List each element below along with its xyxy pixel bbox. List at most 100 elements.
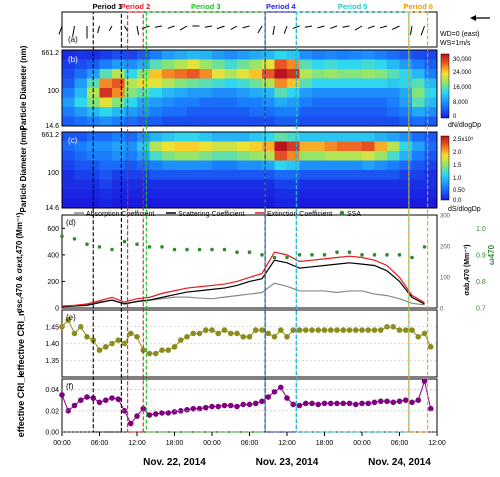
heatmap-cell (212, 132, 225, 142)
heatmap-cell (87, 141, 100, 152)
heatmap-cell (349, 78, 363, 89)
heatmap-cell (149, 69, 163, 79)
heatmap-cell (124, 160, 138, 171)
heatmap-cell (249, 97, 263, 108)
cri-k-point (277, 384, 284, 391)
heatmap-cell (274, 116, 288, 127)
cri-n-point (371, 327, 378, 333)
heatmap-cell (362, 50, 375, 60)
cri-n-point (252, 327, 259, 333)
panel-d-ylabel-right2: ω470 (487, 244, 496, 265)
colorbar-b-tick-2: 24,000 (453, 70, 472, 76)
ssa-point (160, 245, 164, 249)
x-tick-label: 12:00 (278, 440, 296, 447)
heatmap-cell (137, 69, 150, 79)
heatmap-cell (162, 189, 175, 199)
heatmap-cell (162, 97, 175, 108)
heatmap-cell (324, 179, 338, 190)
heatmap-cell (187, 151, 200, 161)
wind-vector (230, 25, 238, 31)
cri-k-point (159, 410, 165, 416)
cri-k-point (127, 420, 134, 427)
heatmap-cell (124, 170, 138, 180)
legend-sca-label: Scattering Coefficient (178, 211, 244, 218)
panel-b-ytick-3: 14.6 (45, 123, 59, 130)
heatmap-cell (137, 189, 150, 199)
heatmap-cell (62, 151, 75, 161)
heatmap-cell (349, 179, 363, 190)
heatmap-cell (337, 151, 350, 161)
legend-ext-label: Extinction Coefficient (267, 211, 332, 218)
heatmap-cell (287, 151, 300, 161)
heatmap-cell (224, 116, 238, 127)
series-line-scattering-coefficient (61, 259, 425, 308)
d-right2-tick-label: 0.8 (476, 279, 486, 286)
heatmap-cell (374, 132, 388, 142)
cri-k-point (234, 403, 240, 410)
heatmap-cell (187, 88, 200, 98)
x-tick-label: 06:00 (391, 440, 409, 447)
period-box (295, 11, 410, 433)
colorbar-c-tick-6: 0.0 (453, 198, 462, 204)
cri-k-point (396, 398, 403, 405)
cri-n-point (159, 347, 165, 354)
heatmap-cell (274, 88, 288, 98)
panel-e-label: (e) (66, 313, 76, 322)
heatmap-cell (124, 151, 138, 161)
heatmap-cell (349, 132, 363, 142)
ssa-point (185, 247, 189, 252)
heatmap-cell (249, 59, 263, 70)
heatmap-cell (262, 179, 275, 190)
heatmap-cell (262, 170, 275, 180)
heatmap-cell (262, 107, 275, 117)
cri-n-point (77, 323, 84, 330)
heatmap-cell (362, 116, 375, 127)
ssa-point (410, 255, 414, 260)
heatmap-cell (199, 78, 213, 89)
heatmap-cell (124, 69, 138, 79)
panel-c-label: (c) (68, 136, 78, 145)
heatmap-cell (174, 69, 188, 79)
heatmap-cell (224, 151, 238, 161)
heatmap-cell (262, 78, 275, 89)
heatmap-cell (137, 170, 150, 180)
heatmap-cell (99, 59, 113, 70)
heatmap-cell (399, 88, 413, 98)
heatmap-cell (262, 160, 275, 171)
legend-abs-label: Absorption Coefficient (86, 211, 154, 218)
heatmap-cell (249, 132, 263, 142)
legend-ssa-swatch (339, 210, 345, 216)
heatmap-cell (262, 116, 275, 127)
cri-n-point (352, 327, 359, 333)
heatmap-cell (199, 116, 213, 127)
panel-e-cri-n: 1.35 1.40 1.45 (e) effective CRI_n (16, 309, 438, 378)
heatmap-cell (187, 160, 200, 171)
heatmap-cell (124, 189, 138, 199)
wind-vector (179, 25, 188, 31)
heatmap-cell (212, 179, 225, 190)
heatmap-cell (74, 160, 88, 171)
heatmap-cell (187, 189, 200, 199)
cri-k-point (202, 404, 209, 411)
heatmap-cell (212, 69, 225, 79)
heatmap-cell (324, 170, 338, 180)
panel-e-series (59, 317, 434, 357)
cri-n-point (246, 334, 253, 340)
heatmap-cell (237, 160, 250, 171)
heatmap-cell (187, 59, 200, 70)
heatmap-cell (199, 198, 213, 209)
cri-k-point (121, 408, 128, 414)
heatmap-cell (374, 97, 388, 108)
heatmap-cell (337, 69, 350, 79)
heatmap-cell (124, 141, 138, 152)
heatmap-cell (112, 151, 125, 161)
panel-c-heatmap: (c) 661.2 100 14.6 Particle Diameter (nm… (19, 127, 481, 213)
heatmap-cell (412, 88, 425, 98)
panel-d-frame (61, 214, 438, 309)
heatmap-cell (62, 132, 75, 142)
cri-k-point (334, 400, 340, 407)
f-tick-label: 0.02 (45, 408, 59, 415)
wind-legend-label-2: WS=1m/s (440, 40, 471, 47)
